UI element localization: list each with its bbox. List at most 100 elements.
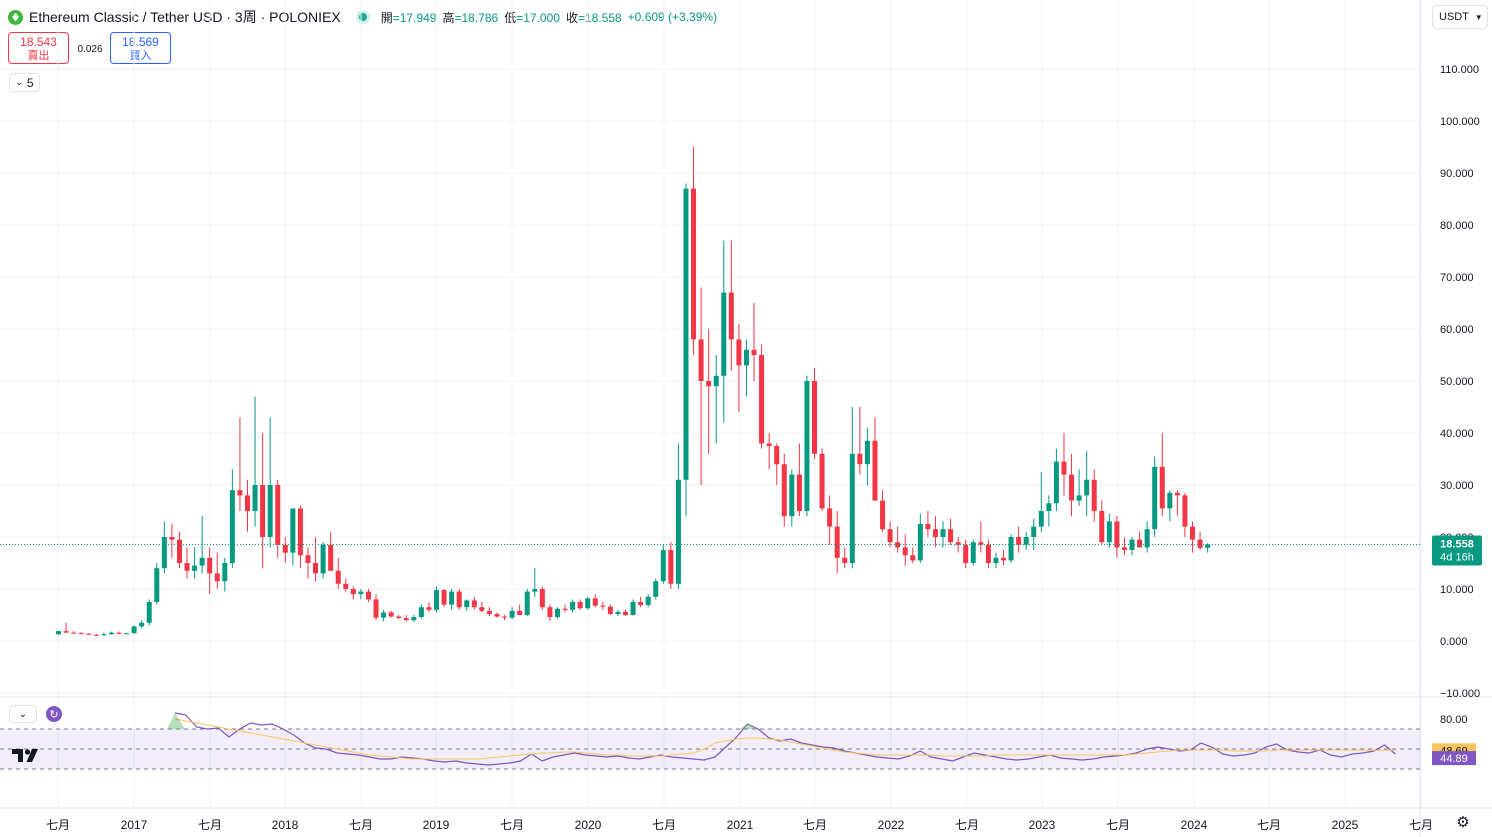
candle-body [902,547,908,556]
time-tick-label: 2020 [575,818,602,832]
candle-body [985,544,991,563]
candle-body [675,479,681,584]
candle-body [925,524,931,530]
candle-body [222,563,228,582]
candle-body [1099,511,1105,543]
indicators-collapse-button[interactable]: ⌄ 5 [9,73,40,92]
candle-body [449,591,455,605]
price-tick-label: −10.000 [1440,688,1480,700]
candle-body [932,529,938,537]
candle-body [607,606,613,614]
candle-body [1137,539,1143,548]
candle-body [819,453,825,509]
candle-body [721,292,727,376]
candle-body [517,610,523,615]
candle-body [86,633,92,635]
candle-body [781,464,787,517]
candle-body [418,607,424,618]
candle-body [108,632,114,635]
candle-body [766,443,772,446]
candle-body [365,591,371,600]
candle-body [1023,537,1029,545]
buy-price: 18.569 [122,35,159,49]
candle-body [214,573,220,582]
candle-body [948,529,954,543]
candle-body [426,607,432,610]
candle-body [1152,466,1158,530]
candle-body [1061,461,1067,475]
bar-countdown: 4d 16h [1440,551,1474,563]
candle-body [1069,474,1075,501]
last-price-value: 18.558 [1440,538,1474,550]
candle-body [615,611,621,614]
ohlc-low: 低=17.000 [504,10,560,25]
rsi-band-fill [0,729,1420,769]
candle-body [486,610,492,614]
time-tick-label: 2023 [1029,818,1056,832]
rsi-badge [1432,751,1476,766]
candle-body [245,495,250,511]
candle-body [547,607,553,618]
time-tick-label: 七月 [1257,818,1281,832]
candle-body [373,599,379,618]
last-price-badge [1432,535,1482,566]
rsi-collapse-button[interactable]: ⌄ [9,705,37,723]
candle-body [169,537,175,540]
ohlc-high: 高=18.786 [442,10,499,25]
candle-body [154,568,160,602]
candle-body [456,591,462,608]
symbol-title[interactable]: Ethereum Classic / Tether USD · 3周 · POL… [29,9,341,25]
spread-value: 0.026 [77,44,103,55]
time-tick-label: 七月 [652,818,676,832]
candle-body [184,563,190,571]
candle-body [668,550,674,584]
candle-body [267,485,273,537]
buy-label: 買入 [129,50,152,62]
candle-body [554,608,560,618]
rsi-rsi-line [174,712,1396,766]
candle-body [1144,529,1150,548]
candle-body [592,598,598,606]
candle-body [1174,492,1180,496]
candle-body [237,490,243,496]
refresh-icon[interactable]: ↻ [46,706,62,722]
candle-body [411,617,417,621]
gear-icon[interactable]: ⚙ [1456,814,1470,831]
candle-body [1114,521,1120,548]
candle-body [698,339,704,381]
candle-body [509,610,515,618]
candle-body [388,612,394,617]
candle-body [736,339,742,366]
ohlc-open: 開=17.949 [380,10,437,25]
candle-body [570,602,576,610]
rsi-ma-line [174,718,1396,760]
candle-body [71,632,77,634]
candle-body [872,440,878,501]
candle-body [917,524,923,561]
price-tick-label: 60.000 [1440,324,1474,336]
candle-body [229,490,235,563]
candle-body [887,529,893,543]
time-tick-label: 2021 [727,818,754,832]
candle-body [834,526,840,558]
currency-select[interactable]: USDT ▾ [1432,5,1488,29]
candle-body [1121,547,1127,550]
candle-body [1197,539,1203,548]
candle-body [585,598,591,609]
candle-body [857,453,863,465]
candle-body [789,474,795,517]
candle-body [335,570,341,584]
time-tick-label: 七月 [1106,818,1130,832]
candle-body [645,596,651,606]
price-tick-label: 80.000 [1440,220,1474,232]
sell-button[interactable]: 18.543 賣出 [8,32,69,64]
rsi-overbought-fill [739,724,758,729]
sell-label: 賣出 [27,50,50,62]
price-tick-label: 0.000 [1440,636,1468,648]
time-tick-label: 七月 [198,818,222,832]
currency-label: USDT [1439,11,1469,23]
rsi-tick-label: 80.00 [1440,714,1468,726]
candle-body [524,591,530,615]
buy-button[interactable]: 18.569 買入 [110,32,171,64]
